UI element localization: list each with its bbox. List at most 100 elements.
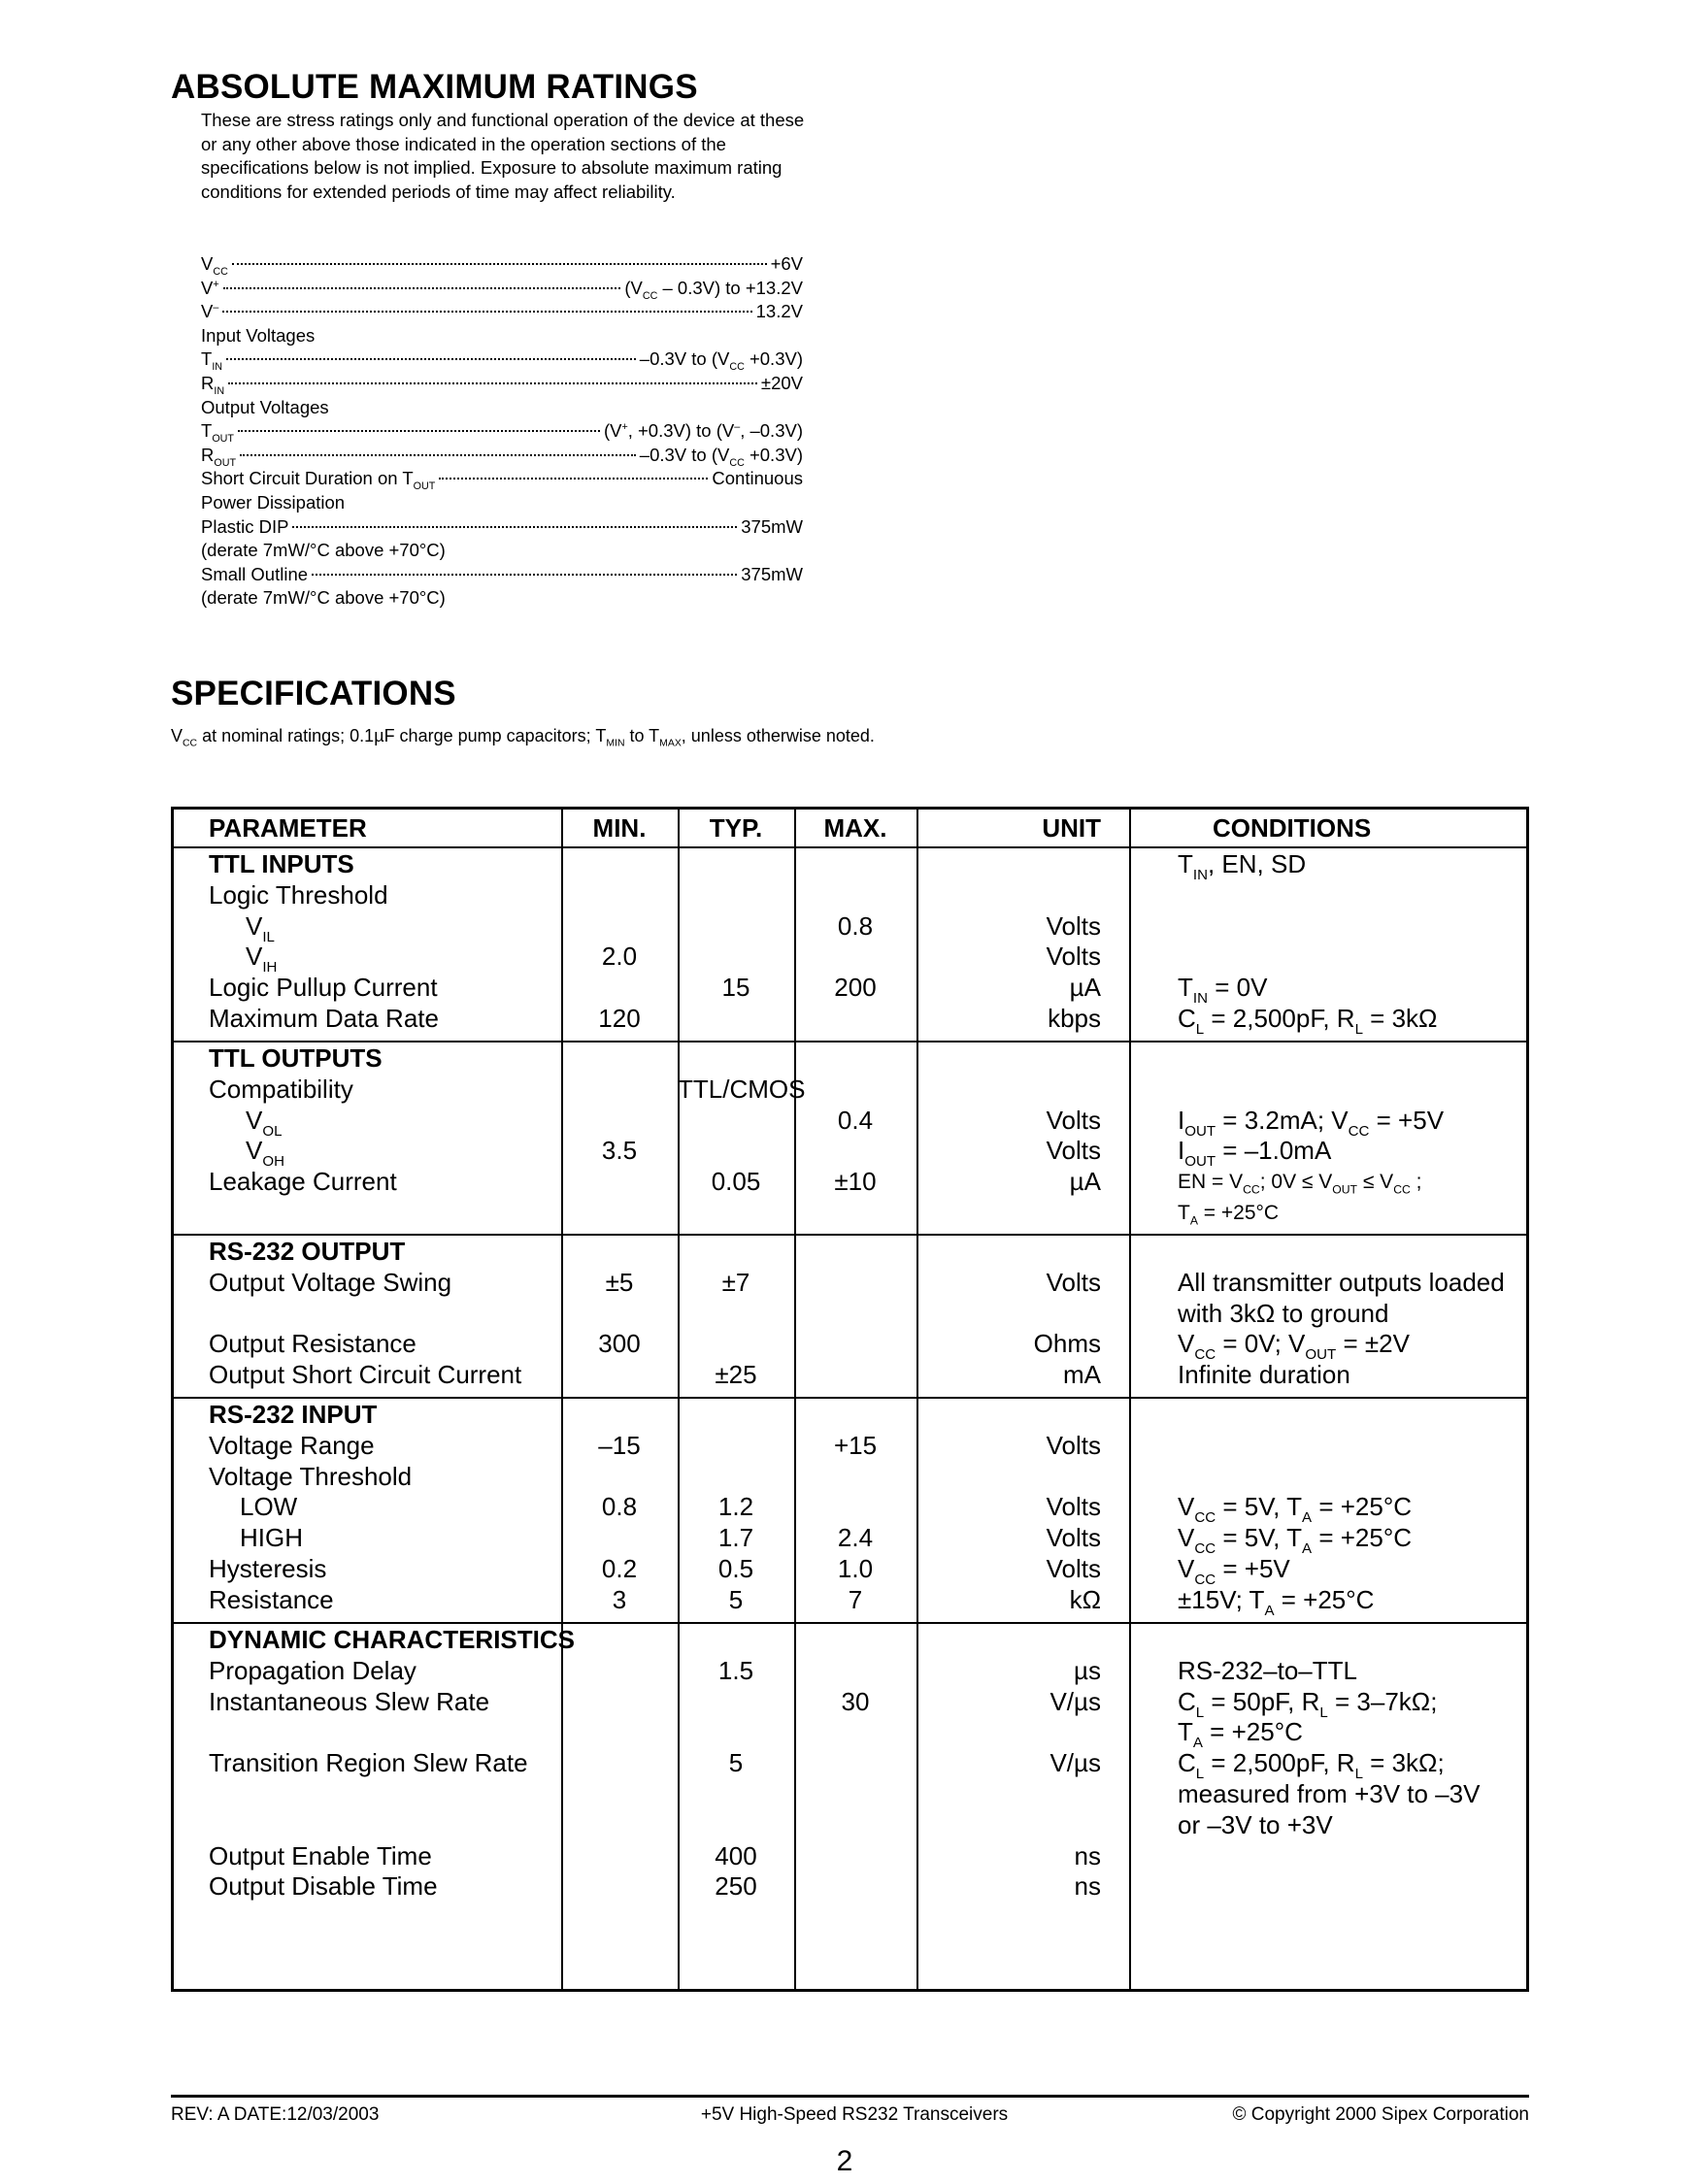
specs-title: SPECIFICATIONS: [171, 675, 456, 712]
dot-leader: [439, 478, 709, 480]
rating-row: Input Voltages: [201, 324, 803, 348]
footer-revision: REV: A DATE:12/03/2003: [171, 2104, 380, 2125]
section-title: TTL OUTPUTS: [209, 1043, 383, 1073]
table-row: Resistance 3 5 7 kΩ ±15V; TA = +25°C: [174, 1584, 1526, 1619]
rating-row: (derate 7mW/°C above +70°C): [201, 539, 803, 563]
cell-cond: Infinite duration: [1178, 1360, 1350, 1390]
header-min: MIN.: [592, 813, 647, 843]
subscript: OUT: [1305, 1346, 1337, 1364]
cell-cond: CL = 2,500pF, RL = 3kΩ: [1178, 1004, 1438, 1038]
superscript: +: [621, 421, 628, 433]
cell-max: ±10: [834, 1167, 877, 1197]
cell-param: VOH: [246, 1136, 284, 1171]
section-title: DYNAMIC CHARACTERISTICS: [209, 1625, 575, 1654]
cell-min: 3: [612, 1584, 627, 1614]
cell-typ: 400: [715, 1840, 757, 1870]
spec-table: PARAMETER MIN. TYP. MAX. UNIT CONDITIONS…: [171, 807, 1529, 1992]
cell-param: Output Enable Time: [209, 1840, 432, 1870]
rating-row: Power Dissipation: [201, 491, 803, 515]
cell-param: Leakage Current: [209, 1167, 397, 1197]
table-row: Voltage Threshold: [174, 1462, 1526, 1493]
rating-label: Short Circuit Duration on TOUT: [201, 468, 436, 493]
cell-typ: ±25: [715, 1360, 757, 1390]
cell-typ: 1.5: [717, 1655, 754, 1685]
cell-param: LOW: [240, 1492, 298, 1522]
table-row: Output Disable Time 250 ns: [174, 1871, 1526, 1903]
section-divider: [174, 1041, 1526, 1042]
subscript: L: [1195, 1704, 1205, 1721]
page-number: 2: [836, 2145, 853, 2177]
subscript: IL: [262, 928, 275, 945]
rating-value: Continuous: [712, 468, 803, 489]
cell-cond: or –3V to +3V: [1178, 1809, 1333, 1839]
table-row: Voltage Range –15 +15 Volts: [174, 1431, 1526, 1462]
rating-value: 375mW: [741, 515, 803, 537]
cell-cond: measured from +3V to –3V: [1178, 1779, 1481, 1808]
subscript: CC: [1393, 1182, 1411, 1197]
cell-param: Output Short Circuit Current: [209, 1360, 522, 1390]
rating-row: Plastic DIP 375mW: [201, 515, 803, 540]
table-row: Output Enable Time 400 ns: [174, 1841, 1526, 1872]
abs-max-intro: These are stress ratings only and functi…: [201, 110, 805, 202]
cell-min: 2.0: [601, 942, 638, 972]
footer-rule: [171, 2095, 1529, 2098]
dot-leader: [222, 286, 621, 289]
cell-unit: Volts: [1046, 942, 1101, 972]
subscript: L: [1354, 1765, 1363, 1782]
cell-unit: Volts: [1046, 1554, 1101, 1583]
header-max: MAX.: [823, 813, 887, 843]
subscript: OUT: [1332, 1182, 1357, 1197]
cell-max: 0.4: [837, 1105, 874, 1135]
cell-min: 0.8: [601, 1492, 638, 1522]
subscript: IN: [214, 384, 225, 397]
table-row: TA = +25°C: [174, 1717, 1526, 1752]
cell-unit: mA: [1063, 1360, 1101, 1390]
cell-cond: All transmitter outputs loaded: [1178, 1267, 1505, 1297]
cell-param: VIL: [246, 910, 275, 945]
column-divider: [916, 810, 918, 1989]
table-row: Output Short Circuit Current ±25 mA Infinit…: [174, 1360, 1526, 1391]
rating-label: RIN: [201, 372, 225, 397]
subscript: A: [1264, 1602, 1275, 1619]
cell-unit: kΩ: [1069, 1584, 1101, 1614]
cell-cond: IOUT = –1.0mA: [1178, 1136, 1332, 1171]
dot-leader: [292, 525, 738, 528]
cell-cond: TIN = 0V: [1178, 973, 1268, 1007]
cell-param: HIGH: [240, 1523, 303, 1553]
subscript: MAX: [659, 738, 682, 749]
rating-row: V– 13.2V: [201, 300, 803, 324]
rating-row: Short Circuit Duration on TOUT Continuous: [201, 467, 803, 491]
table-row: Propagation Delay 1.5 µs RS-232–to–TTL: [174, 1656, 1526, 1687]
rating-label: (derate 7mW/°C above +70°C): [201, 540, 446, 561]
table-row: TTL INPUTS TIN, EN, SD: [174, 849, 1526, 882]
cell-typ: ±7: [721, 1267, 750, 1297]
section-title: RS-232 INPUT: [209, 1400, 378, 1429]
cell-unit: ns: [1074, 1871, 1101, 1902]
cell-param: Propagation Delay: [209, 1655, 416, 1685]
dot-leader: [222, 311, 752, 314]
section-divider: [174, 1397, 1526, 1399]
cell-param: Transition Region Slew Rate: [209, 1748, 528, 1778]
rating-value: ±20V: [760, 372, 803, 393]
cell-cond: CL = 2,500pF, RL = 3kΩ;: [1178, 1748, 1445, 1782]
table-row: DYNAMIC CHARACTERISTICS: [174, 1625, 1526, 1656]
cell-cond: CL = 50pF, RL = 3–7kΩ;: [1178, 1686, 1438, 1721]
cell-param: Compatibility: [209, 1074, 353, 1104]
cell-max: 0.8: [837, 910, 874, 941]
rating-label: Output Voltages: [201, 396, 329, 417]
cell-cond: TA = +25°C: [1178, 1717, 1303, 1752]
subscript: A: [1189, 1213, 1198, 1228]
subscript: L: [1319, 1704, 1328, 1721]
cell-cond: VCC = 5V, TA = +25°C: [1178, 1523, 1413, 1557]
cell-param: Maximum Data Rate: [209, 1004, 439, 1033]
table-row: Compatibility TTL/CMOS: [174, 1075, 1526, 1106]
cell-param: VIH: [246, 942, 278, 976]
cell-min: 0.2: [601, 1554, 638, 1583]
cell-max: 7: [848, 1584, 863, 1614]
abs-max-title: ABSOLUTE MAXIMUM RATINGS: [171, 68, 698, 106]
table-row: HIGH 1.7 2.4 Volts VCC = 5V, TA = +25°C: [174, 1523, 1526, 1557]
rating-row: V+ (VCC – 0.3V) to +13.2V: [201, 277, 803, 301]
subscript: OUT: [1184, 1153, 1216, 1171]
rating-label: V+: [201, 277, 219, 298]
cell-unit: Ohms: [1033, 1329, 1101, 1359]
